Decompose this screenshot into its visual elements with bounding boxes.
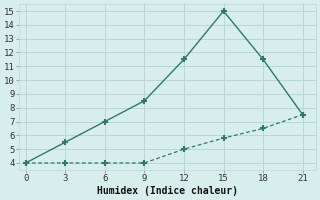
X-axis label: Humidex (Indice chaleur): Humidex (Indice chaleur)	[97, 186, 238, 196]
